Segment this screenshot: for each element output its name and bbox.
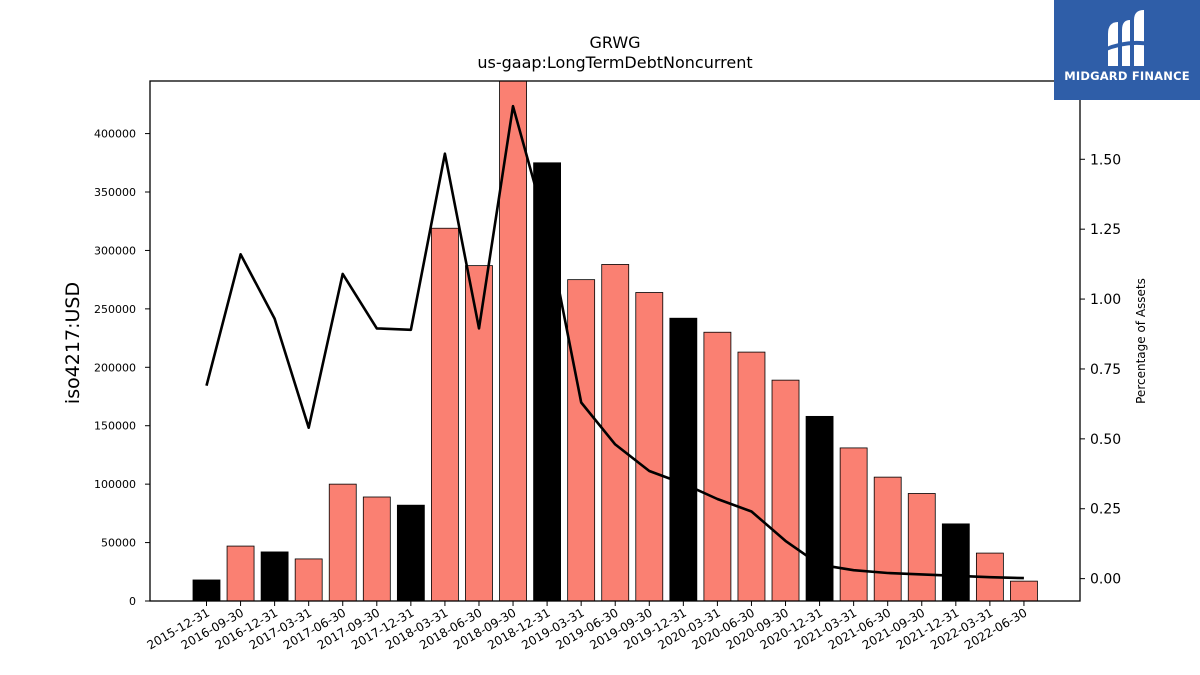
bar (465, 265, 493, 602)
bar (737, 351, 766, 602)
bar (703, 331, 732, 602)
bar (1010, 580, 1038, 602)
bar (669, 317, 698, 602)
y-tick-label: 350000 (94, 186, 136, 199)
bar (873, 476, 902, 602)
y-axis-label: iso4217:USD (62, 282, 84, 404)
bar (635, 292, 664, 602)
bar (771, 379, 800, 602)
bar (362, 496, 391, 602)
y-tick-label: 250000 (94, 303, 136, 316)
y-tick-label: 400000 (94, 128, 136, 141)
y2-axis-label: Percentage of Assets (1134, 278, 1148, 404)
bar (567, 279, 596, 602)
bar (431, 227, 459, 602)
y2-tick-label: 1.50 (1090, 152, 1121, 168)
brand-logo: MIDGARD FINANCE (1054, 0, 1200, 100)
bar (839, 447, 868, 602)
y2-tick-label: 0.00 (1090, 572, 1121, 588)
midgard-logo-icon (1104, 10, 1150, 66)
y2-tick-label: 0.50 (1090, 432, 1121, 448)
bar (328, 483, 357, 602)
brand-name: MIDGARD FINANCE (1064, 69, 1190, 83)
bar (294, 558, 323, 602)
bars-layer (192, 80, 1038, 602)
y-tick-label: 150000 (94, 420, 136, 433)
y2-tick-label: 1.00 (1090, 292, 1121, 308)
bar (396, 504, 425, 602)
y2-tick-label: 0.25 (1090, 502, 1121, 518)
line-layer (205, 104, 1024, 580)
bar (260, 551, 289, 602)
bar (192, 579, 221, 602)
bar (499, 80, 527, 602)
y2-tick-label: 1.25 (1090, 222, 1121, 238)
bar (805, 415, 834, 602)
bar (226, 545, 255, 602)
series-line (205, 104, 1024, 580)
y-tick-label: 200000 (94, 361, 136, 374)
y-tick-label: 300000 (94, 244, 136, 257)
y2-tick-label: 0.75 (1090, 362, 1121, 378)
y-tick-label: 0 (129, 595, 136, 608)
y-tick-label: 50000 (101, 537, 136, 550)
bar (907, 493, 936, 602)
y-tick-label: 100000 (94, 478, 136, 491)
chart-title: GRWG (589, 33, 640, 52)
bar (941, 523, 970, 602)
chart-subtitle: us-gaap:LongTermDebtNoncurrent (477, 53, 752, 72)
